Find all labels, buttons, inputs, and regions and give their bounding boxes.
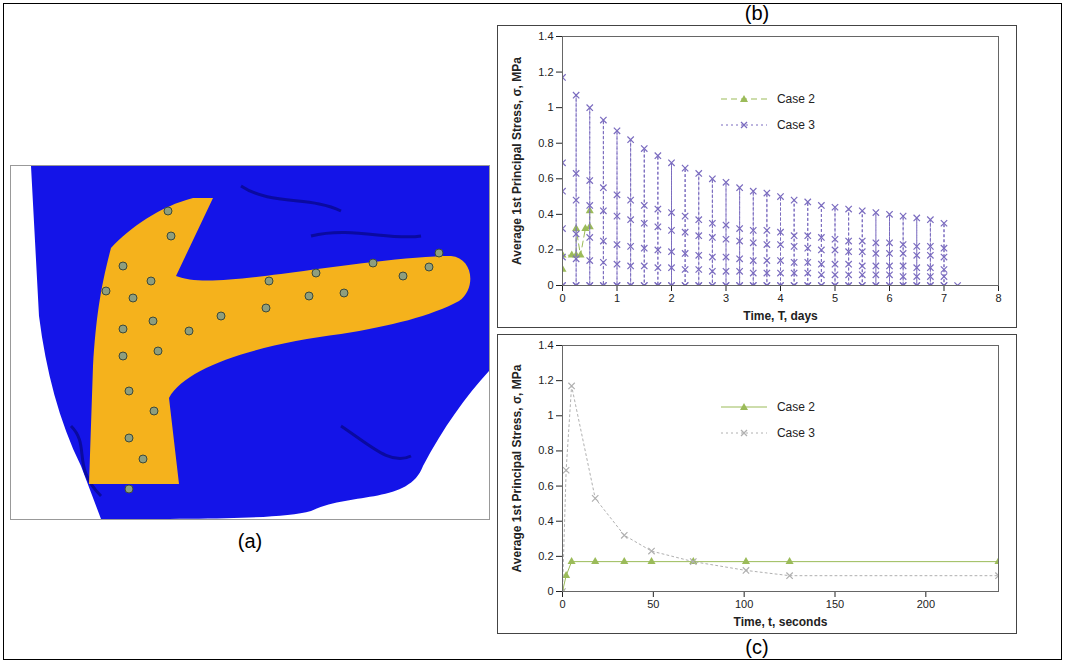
html-text:Case 2: Case 2: [777, 400, 815, 415]
html-text:(c): (c): [745, 636, 769, 658]
svg-text:8: 8: [995, 292, 1001, 304]
svg-text:Average 1st Principal Stress,: Average 1st Principal Stress, σ, MPa: [510, 364, 524, 572]
svg-text:Average 1st Principal Stress,: Average 1st Principal Stress, σ, MPa: [510, 57, 524, 265]
svg-text:1: 1: [547, 101, 553, 113]
svg-text:6: 6: [886, 292, 892, 304]
svg-text:Time, T, days: Time, T, days: [743, 309, 818, 323]
svg-text:7: 7: [941, 292, 947, 304]
html-text:Case 3: Case 3: [777, 117, 815, 132]
svg-text:0: 0: [559, 292, 565, 304]
svg-text:1.4: 1.4: [538, 30, 553, 42]
html-text:(a): (a): [237, 530, 263, 552]
svg-text:0.8: 0.8: [538, 137, 553, 149]
svg-text:0: 0: [559, 598, 565, 610]
svg-text:2: 2: [668, 292, 674, 304]
svg-text:1: 1: [547, 409, 553, 421]
svg-text:200: 200: [917, 598, 935, 610]
html-text:Case 2: Case 2: [777, 91, 815, 106]
svg-text:0: 0: [547, 585, 553, 597]
svg-text:5: 5: [832, 292, 838, 304]
svg-text:150: 150: [826, 598, 844, 610]
svg-text:0: 0: [547, 279, 553, 291]
svg-text:1.4: 1.4: [538, 339, 553, 351]
svg-text:0.8: 0.8: [538, 444, 553, 456]
svg-text:50: 50: [647, 598, 659, 610]
svg-text:1.2: 1.2: [538, 374, 553, 386]
svg-text:0.6: 0.6: [538, 172, 553, 184]
svg-text:Time, t, seconds: Time, t, seconds: [734, 615, 828, 629]
html-text:(b): (b): [744, 2, 770, 24]
svg-text:0.4: 0.4: [538, 515, 553, 527]
svg-text:1.2: 1.2: [538, 66, 553, 78]
svg-text:100: 100: [735, 598, 753, 610]
svg-text:4: 4: [777, 292, 783, 304]
svg-text:0.4: 0.4: [538, 208, 553, 220]
svg-text:3: 3: [723, 292, 729, 304]
svg-text:0.2: 0.2: [538, 550, 553, 562]
svg-text:0.2: 0.2: [538, 243, 553, 255]
svg-text:1: 1: [614, 292, 620, 304]
html-text:Case 3: Case 3: [777, 426, 815, 441]
svg-text:0.6: 0.6: [538, 480, 553, 492]
